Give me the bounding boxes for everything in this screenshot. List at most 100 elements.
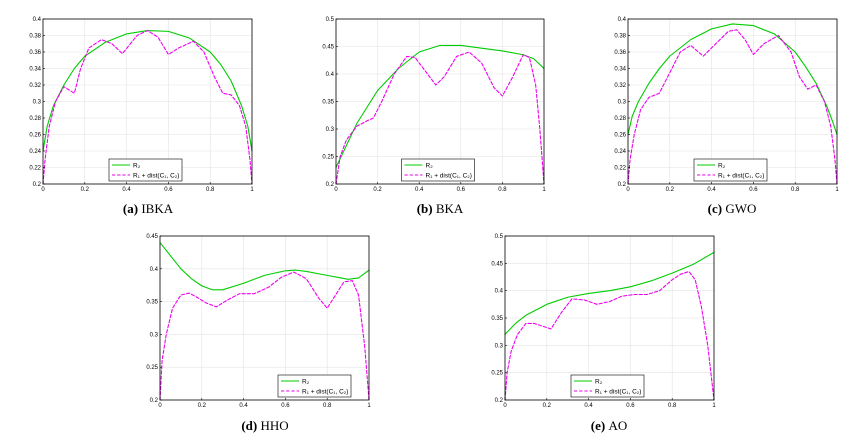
y-tick-label: 0.2: [618, 182, 627, 188]
caption-name: GWO: [725, 201, 756, 216]
y-tick-label: 0.45: [491, 261, 503, 267]
y-tick-label: 0.22: [29, 166, 41, 172]
chart-panel-gwo: 0 0.2 0.4 0.6 0.8 10.20.220.240.260.280.30.32…: [614, 17, 839, 216]
y-tick-label: 0.4: [618, 17, 627, 23]
series-line-r1-dist: [42, 30, 253, 185]
chart-panel-hho: 0 0.2 0.4 0.6 0.8 10.20.250.30.350.40.45R₂R₁ …: [146, 234, 371, 433]
plot-area: [160, 236, 369, 400]
chart-panel-ibka: 0 0.2 0.4 0.6 0.8 10.20.220.240.260.280.30.32…: [29, 17, 254, 216]
x-tick-label: 1: [712, 403, 716, 409]
x-tick-label: 0.2: [198, 403, 207, 409]
x-tick-label: 0: [158, 403, 162, 409]
series-line-r1-dist: [159, 271, 370, 401]
x-tick-label: 0.8: [206, 187, 215, 193]
caption-ao: (e) AO: [591, 418, 627, 433]
caption-ibka: (a) IBKA: [123, 201, 174, 216]
x-tick-label: 0.4: [707, 187, 716, 193]
caption-name: AO: [608, 418, 627, 433]
x-tick-label: 0.2: [373, 187, 382, 193]
y-tick-label: 0.32: [614, 83, 626, 89]
legend-label: R₂: [718, 162, 726, 169]
y-tick-label: 0.26: [614, 133, 626, 139]
caption-name: IBKA: [141, 201, 173, 216]
x-tick-label: 0.6: [626, 403, 635, 409]
y-tick-label: 0.25: [146, 365, 158, 371]
y-tick-label: 0.36: [29, 50, 41, 56]
caption-letter: (b): [417, 201, 436, 216]
y-tick-label: 0.25: [491, 371, 503, 377]
x-tick-label: 0.2: [666, 187, 675, 193]
legend: R₂ R₁ + dist(C₁, C₂): [277, 374, 352, 398]
y-tick-label: 0.38: [614, 34, 626, 40]
y-tick-label: 0.5: [326, 17, 335, 23]
x-tick-label: 0: [334, 187, 338, 193]
caption-letter: (a): [123, 201, 141, 216]
caption-bka: (b) BKA: [417, 201, 464, 216]
x-tick-label: 1: [835, 187, 839, 193]
x-tick-label: 0.2: [543, 403, 552, 409]
y-tick-label: 0.3: [495, 343, 504, 349]
legend: R₂ R₁ + dist(C₁, C₂): [108, 158, 183, 182]
y-tick-label: 0.28: [614, 116, 626, 122]
legend-label: R₁ + dist(C₁, C₂): [595, 388, 641, 395]
legend-label: R₁ + dist(C₁, C₂): [302, 388, 348, 395]
y-tick-label: 0.35: [322, 100, 334, 106]
y-tick-label: 0.2: [33, 182, 42, 188]
caption-gwo: (c) GWO: [708, 201, 757, 216]
x-tick-label: 0.6: [749, 187, 758, 193]
y-tick-label: 0.3: [618, 100, 627, 106]
y-tick-label: 0.28: [29, 116, 41, 122]
caption-letter: (c): [708, 201, 726, 216]
x-tick-label: 0.8: [498, 187, 507, 193]
y-tick-label: 0.3: [326, 127, 335, 133]
y-tick-label: 0.22: [614, 166, 626, 172]
x-tick-label: 0: [503, 403, 507, 409]
legend-label: R₂: [426, 162, 434, 169]
x-tick-label: 0.8: [668, 403, 677, 409]
series-line-r1-dist: [504, 270, 715, 401]
y-tick-label: 0.35: [146, 300, 158, 306]
caption-letter: (d): [241, 418, 260, 433]
x-tick-label: 0.8: [323, 403, 332, 409]
x-tick-label: 0.6: [457, 187, 466, 193]
axes-frame: [159, 235, 370, 401]
y-tick-label: 0.26: [29, 133, 41, 139]
x-tick-label: 1: [367, 403, 371, 409]
y-tick-label: 0.3: [33, 100, 42, 106]
y-tick-label: 0.2: [150, 398, 159, 404]
y-tick-label: 0.2: [495, 398, 504, 404]
chart-panel-bka: 0 0.2 0.4 0.6 0.8 10.20.250.30.350.40.450.5R₂…: [322, 17, 546, 216]
x-tick-label: 0.6: [281, 403, 290, 409]
legend-label: R₁ + dist(C₁, C₂): [133, 172, 179, 179]
y-tick-label: 0.32: [29, 83, 41, 89]
x-tick-label: 0: [626, 187, 630, 193]
series-line-r2: [504, 251, 715, 335]
series-line-r2: [159, 242, 370, 291]
legend-label: R₂: [302, 378, 310, 385]
y-tick-label: 0.4: [495, 289, 504, 295]
x-tick-label: 0.4: [415, 187, 424, 193]
y-tick-label: 0.36: [614, 50, 626, 56]
y-tick-label: 0.38: [29, 34, 41, 40]
x-tick-label: 1: [542, 187, 546, 193]
x-tick-label: 0: [41, 187, 45, 193]
legend: R₂ R₁ + dist(C₁, C₂): [401, 158, 475, 182]
legend-label: R₂: [133, 162, 141, 169]
x-tick-label: 0.6: [164, 187, 173, 193]
y-tick-label: 0.45: [146, 234, 158, 240]
y-tick-label: 0.45: [322, 45, 334, 51]
y-tick-label: 0.4: [33, 17, 42, 23]
series-line-r1-dist: [335, 51, 545, 185]
y-tick-label: 0.34: [29, 67, 41, 73]
x-tick-label: 0.2: [81, 187, 90, 193]
legend: R₂ R₁ + dist(C₁, C₂): [570, 374, 645, 398]
y-tick-label: 0.4: [326, 72, 335, 78]
x-tick-label: 0.8: [791, 187, 800, 193]
legend: R₂ R₁ + dist(C₁, C₂): [693, 158, 768, 182]
y-tick-label: 0.4: [150, 267, 159, 273]
legend-label: R₂: [595, 378, 603, 385]
x-tick-label: 1: [250, 187, 254, 193]
chart-panel-ao: 0 0.2 0.4 0.6 0.8 10.20.250.30.350.40.450.5R₂…: [491, 234, 716, 433]
series-line-r1-dist: [627, 29, 838, 185]
